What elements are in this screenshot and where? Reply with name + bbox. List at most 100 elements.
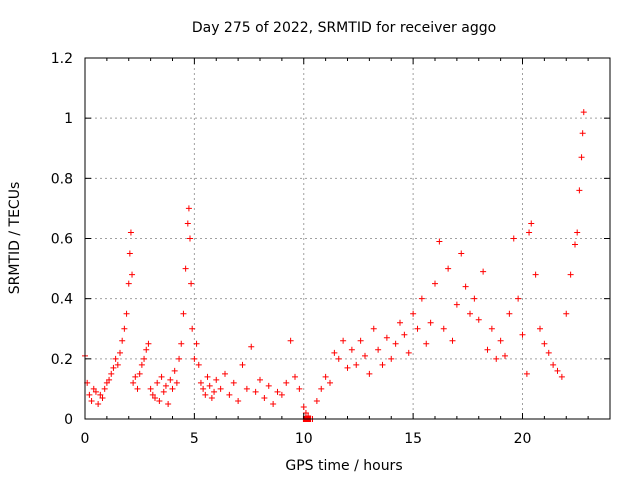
data-point [292, 373, 298, 380]
data-point [418, 295, 425, 302]
data-point [554, 367, 561, 374]
data-point [206, 382, 213, 389]
data-point [132, 373, 139, 380]
data-point [127, 229, 134, 236]
data-point [270, 400, 277, 407]
data-point [523, 370, 530, 377]
data-point [322, 373, 329, 380]
y-axis-label: SRMTID / TECUs [7, 182, 23, 295]
data-point [453, 301, 460, 308]
data-point [410, 310, 417, 317]
data-point [213, 376, 220, 383]
data-point [180, 310, 187, 317]
y-tick-label: 1.2 [51, 51, 73, 67]
data-point [243, 385, 250, 392]
data-point [471, 295, 478, 302]
data-point [200, 385, 207, 392]
data-point [506, 310, 513, 317]
data-point [99, 394, 106, 401]
x-tick-label: 0 [81, 431, 90, 447]
data-point [121, 325, 128, 332]
data-point [184, 220, 191, 227]
data-point [427, 319, 434, 326]
data-point [149, 391, 156, 398]
data-point [182, 265, 189, 272]
axis-ticks: 0 5 10 15 20 0 0.2 0.4 0.6 0.8 1 1.2 [51, 51, 611, 447]
y-tick-label: 0.6 [51, 232, 73, 248]
data-point [475, 316, 482, 323]
data-point [480, 268, 487, 275]
data-point [283, 379, 290, 386]
data-point [112, 355, 119, 362]
data-point [178, 340, 185, 347]
data-point [114, 361, 121, 368]
data-point [195, 361, 202, 368]
data-point [379, 361, 386, 368]
data-point [193, 340, 200, 347]
data-point [123, 310, 130, 317]
y-tick-label: 0 [64, 412, 73, 428]
data-point [90, 385, 97, 392]
data-point [537, 325, 543, 332]
data-point [134, 385, 141, 392]
data-point [497, 337, 504, 344]
data-point [125, 280, 132, 287]
data-point [580, 109, 587, 116]
data-point [300, 403, 307, 410]
data-point [366, 370, 373, 377]
data-point [92, 388, 99, 395]
x-tick-label: 15 [404, 431, 422, 447]
data-point [129, 271, 136, 278]
data-point [436, 238, 443, 245]
x-tick-label: 10 [295, 431, 313, 447]
data-point [541, 340, 548, 347]
data-point [88, 397, 95, 404]
data-point [348, 346, 355, 353]
data-point [578, 154, 585, 161]
data-point [204, 373, 211, 380]
data-point [327, 379, 333, 386]
data-point [191, 355, 198, 362]
data-point [467, 310, 473, 317]
data-point [143, 346, 150, 353]
data-point [119, 337, 126, 344]
data-point [97, 391, 104, 398]
data-point [86, 391, 93, 398]
data-point [357, 337, 364, 344]
data-point [414, 325, 421, 332]
data-point [138, 361, 145, 368]
data-point [211, 388, 218, 395]
data-point [302, 409, 309, 416]
data-point [493, 355, 500, 362]
data-point [397, 319, 403, 326]
data-point [449, 337, 456, 344]
data-point [462, 283, 469, 290]
data-point [162, 382, 169, 389]
data-point [313, 397, 320, 404]
data-point [222, 370, 228, 377]
data-point [185, 205, 192, 212]
data-point [340, 337, 347, 344]
data-point [445, 265, 452, 272]
data-point [202, 391, 209, 398]
data-point [248, 343, 255, 350]
data-point [526, 229, 533, 236]
x-tick-label: 20 [514, 431, 532, 447]
data-point [515, 295, 522, 302]
data-point [160, 388, 167, 395]
data-point [257, 376, 263, 383]
x-axis-label: GPS time / hours [285, 458, 402, 474]
data-point [528, 220, 535, 227]
y-tick-label: 0.8 [51, 171, 73, 187]
data-point [110, 364, 117, 371]
data-point [344, 364, 351, 371]
data-point [103, 379, 110, 386]
data-point [197, 379, 204, 386]
data-point [165, 400, 172, 407]
data-point [567, 271, 574, 278]
data-point [176, 355, 183, 362]
data-points [82, 109, 587, 422]
data-point [156, 397, 163, 404]
x-tick-label: 5 [190, 431, 199, 447]
